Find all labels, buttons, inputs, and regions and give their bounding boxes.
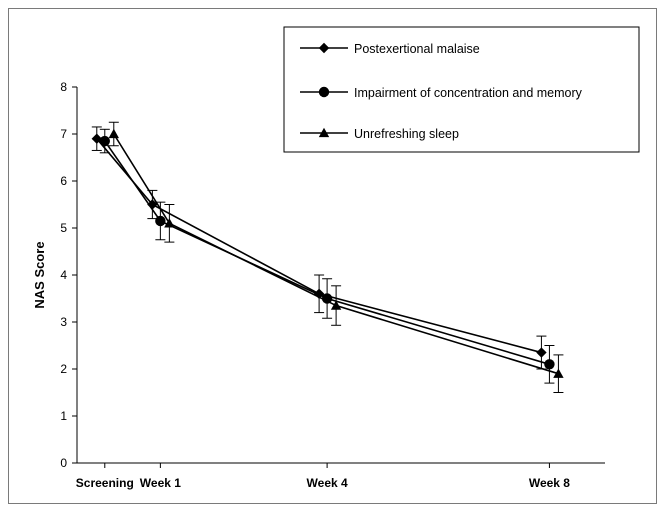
y-tick-label: 1 [60,409,67,423]
y-ticks: 0 1 2 3 4 5 6 7 8 [60,80,77,470]
legend-marker [318,127,330,138]
data-point [91,133,102,144]
legend-items: Postexertional malaise Impairment of conc… [300,42,583,141]
legend-marker [318,42,330,54]
series-line [96,138,542,354]
data-point [544,359,555,370]
series-triangle [108,121,564,393]
legend-label: Postexertional malaise [354,42,480,56]
data-point [553,368,564,378]
x-tick-label: Week 4 [307,476,348,490]
y-tick-label: 3 [60,315,67,329]
data-point [155,215,166,227]
series-layer [91,121,564,393]
data-point [164,218,175,228]
data-point [321,293,333,304]
data-point [536,347,547,358]
series-circle [99,128,555,384]
legend: Postexertional malaise Impairment of conc… [283,26,640,153]
legend-item: Impairment of concentration and memory [300,86,583,100]
x-tick-label: Screening [76,476,134,490]
y-tick-label: 4 [60,268,67,282]
y-axis-title: NAS Score [32,241,47,308]
y-tick-label: 2 [60,362,67,376]
series-line [104,140,550,366]
series-line [113,133,559,375]
series-diamond [91,126,547,370]
data-point [330,300,342,310]
x-tick-label: Week 1 [140,476,181,490]
y-tick-label: 5 [60,221,67,235]
legend-item: Unrefreshing sleep [300,127,459,141]
legend-label: Impairment of concentration and memory [354,86,583,100]
legend-item: Postexertional malaise [300,42,480,56]
data-point [99,135,110,147]
legend-label: Unrefreshing sleep [354,127,459,141]
legend-marker [318,86,330,98]
x-ticks: Screening Week 1 Week 4 Week 8 [76,463,570,490]
x-tick-label: Week 8 [529,476,570,490]
data-point [108,128,119,139]
y-tick-label: 7 [60,127,67,141]
y-tick-label: 0 [60,456,67,470]
y-tick-label: 6 [60,174,67,188]
y-tick-label: 8 [60,80,67,94]
